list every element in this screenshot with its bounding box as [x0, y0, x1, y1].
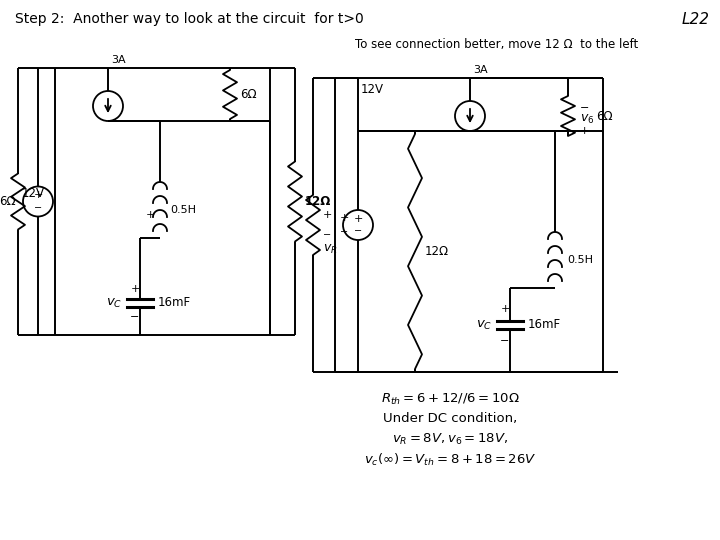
Text: To see connection better, move 12 Ω  to the left: To see connection better, move 12 Ω to t… [355, 38, 638, 51]
Text: 0.5H: 0.5H [170, 205, 196, 215]
Text: $v_C$: $v_C$ [476, 319, 492, 332]
Text: $v_6$: $v_6$ [580, 112, 595, 126]
Text: −: − [580, 103, 590, 113]
Text: +: + [580, 126, 590, 136]
Text: −: − [323, 230, 331, 240]
Text: −: − [354, 226, 362, 236]
Text: +: + [340, 213, 349, 223]
Text: 3A: 3A [473, 65, 487, 75]
Text: +: + [33, 191, 42, 200]
Text: Step 2:  Another way to look at the circuit  for t>0: Step 2: Another way to look at the circu… [15, 12, 364, 26]
Text: 12V: 12V [361, 83, 384, 96]
Text: 0.5H: 0.5H [567, 255, 593, 265]
Text: +: + [145, 210, 155, 220]
Text: −: − [500, 336, 510, 346]
Text: $v_R = 8V, v_6 = 18V,$: $v_R = 8V, v_6 = 18V,$ [392, 432, 508, 447]
Text: +: + [354, 214, 363, 224]
Text: Under DC condition,: Under DC condition, [383, 412, 517, 425]
Text: +: + [500, 304, 510, 314]
Text: 6Ω: 6Ω [596, 110, 613, 123]
Text: +: + [130, 284, 140, 294]
Text: 16mF: 16mF [158, 296, 191, 309]
Text: 12V: 12V [22, 187, 45, 200]
Text: $v_c(\infty) = V_{th} = 8 + 18 = 26V$: $v_c(\infty) = V_{th} = 8 + 18 = 26V$ [364, 452, 536, 468]
Text: 16mF: 16mF [528, 319, 561, 332]
Text: −: − [34, 202, 42, 213]
Text: −: − [130, 312, 140, 322]
Text: 12Ω: 12Ω [305, 195, 331, 208]
Text: −: − [340, 227, 348, 237]
Text: $v_C$: $v_C$ [106, 296, 122, 309]
Text: 3A: 3A [111, 55, 125, 65]
Text: 12Ω: 12Ω [425, 245, 449, 258]
Text: 6Ω: 6Ω [240, 88, 256, 101]
Text: 6Ω: 6Ω [0, 195, 16, 208]
Text: +: + [323, 210, 333, 220]
Text: $R_{th} = 6 + 12//6 = 10\Omega$: $R_{th} = 6 + 12//6 = 10\Omega$ [380, 392, 520, 407]
Text: L22: L22 [682, 12, 710, 27]
Text: $v_R$: $v_R$ [323, 242, 338, 255]
